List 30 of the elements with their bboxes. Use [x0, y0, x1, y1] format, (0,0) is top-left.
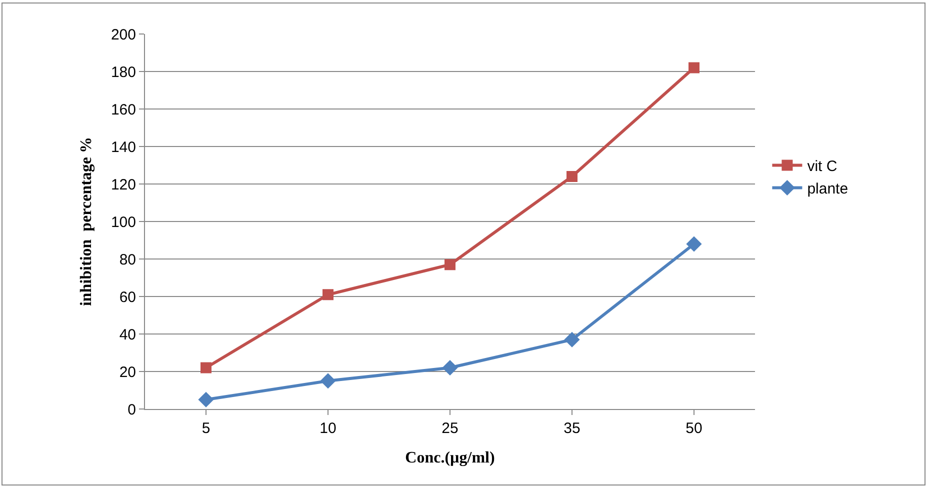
point — [442, 360, 458, 376]
point — [320, 373, 336, 389]
point — [200, 362, 212, 374]
y-tick-label: 0 — [128, 401, 136, 418]
point — [688, 62, 700, 74]
y-tick-label: 200 — [110, 26, 136, 44]
point — [322, 289, 334, 300]
x-tick-label: 50 — [686, 420, 702, 437]
legend-label: vit C — [807, 158, 838, 176]
point — [566, 171, 578, 182]
x-axis-title: Conc.(µg/ml) — [405, 450, 495, 467]
point — [686, 236, 702, 252]
y-tick-label: 20 — [119, 364, 136, 381]
x-tick-label: 35 — [564, 420, 580, 437]
y-tick-label: 60 — [119, 288, 136, 306]
point — [564, 332, 580, 348]
point — [198, 392, 214, 408]
x-tick-label: 5 — [202, 420, 210, 437]
y-axis-title: inhibition percentage % — [78, 136, 95, 306]
point — [444, 259, 456, 270]
x-tick-label: 10 — [320, 420, 336, 437]
y-tick-label: 40 — [119, 326, 136, 344]
y-tick-label: 100 — [110, 214, 136, 231]
y-tick-label: 80 — [119, 251, 136, 268]
y-tick-label: 140 — [110, 138, 136, 156]
legend-label: plante — [807, 180, 848, 198]
x-tick-label: 25 — [442, 420, 458, 437]
y-tick-label: 120 — [110, 176, 136, 194]
y-tick-label: 160 — [110, 101, 136, 118]
y-tick-label: 180 — [110, 64, 136, 81]
